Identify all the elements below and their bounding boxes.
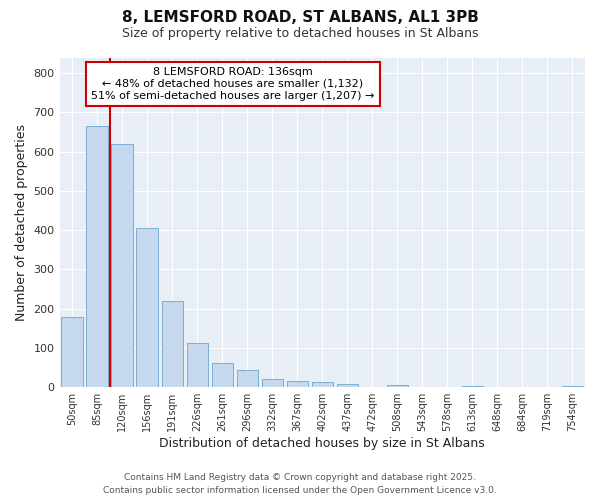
- Bar: [86, 126, 108, 387]
- Bar: [562, 386, 583, 387]
- Text: Contains HM Land Registry data © Crown copyright and database right 2025.
Contai: Contains HM Land Registry data © Crown c…: [103, 474, 497, 495]
- Bar: [212, 363, 233, 387]
- Bar: [161, 301, 183, 387]
- Bar: [136, 228, 158, 387]
- Bar: [61, 316, 83, 387]
- X-axis label: Distribution of detached houses by size in St Albans: Distribution of detached houses by size …: [160, 437, 485, 450]
- Bar: [112, 144, 133, 387]
- Bar: [187, 343, 208, 387]
- Bar: [262, 380, 283, 387]
- Y-axis label: Number of detached properties: Number of detached properties: [15, 124, 28, 321]
- Bar: [236, 370, 258, 387]
- Text: 8, LEMSFORD ROAD, ST ALBANS, AL1 3PB: 8, LEMSFORD ROAD, ST ALBANS, AL1 3PB: [122, 10, 478, 25]
- Bar: [287, 382, 308, 387]
- Bar: [337, 384, 358, 387]
- Text: Size of property relative to detached houses in St Albans: Size of property relative to detached ho…: [122, 28, 478, 40]
- Bar: [462, 386, 483, 387]
- Bar: [311, 382, 333, 387]
- Text: 8 LEMSFORD ROAD: 136sqm
← 48% of detached houses are smaller (1,132)
51% of semi: 8 LEMSFORD ROAD: 136sqm ← 48% of detache…: [91, 68, 374, 100]
- Bar: [387, 385, 408, 387]
